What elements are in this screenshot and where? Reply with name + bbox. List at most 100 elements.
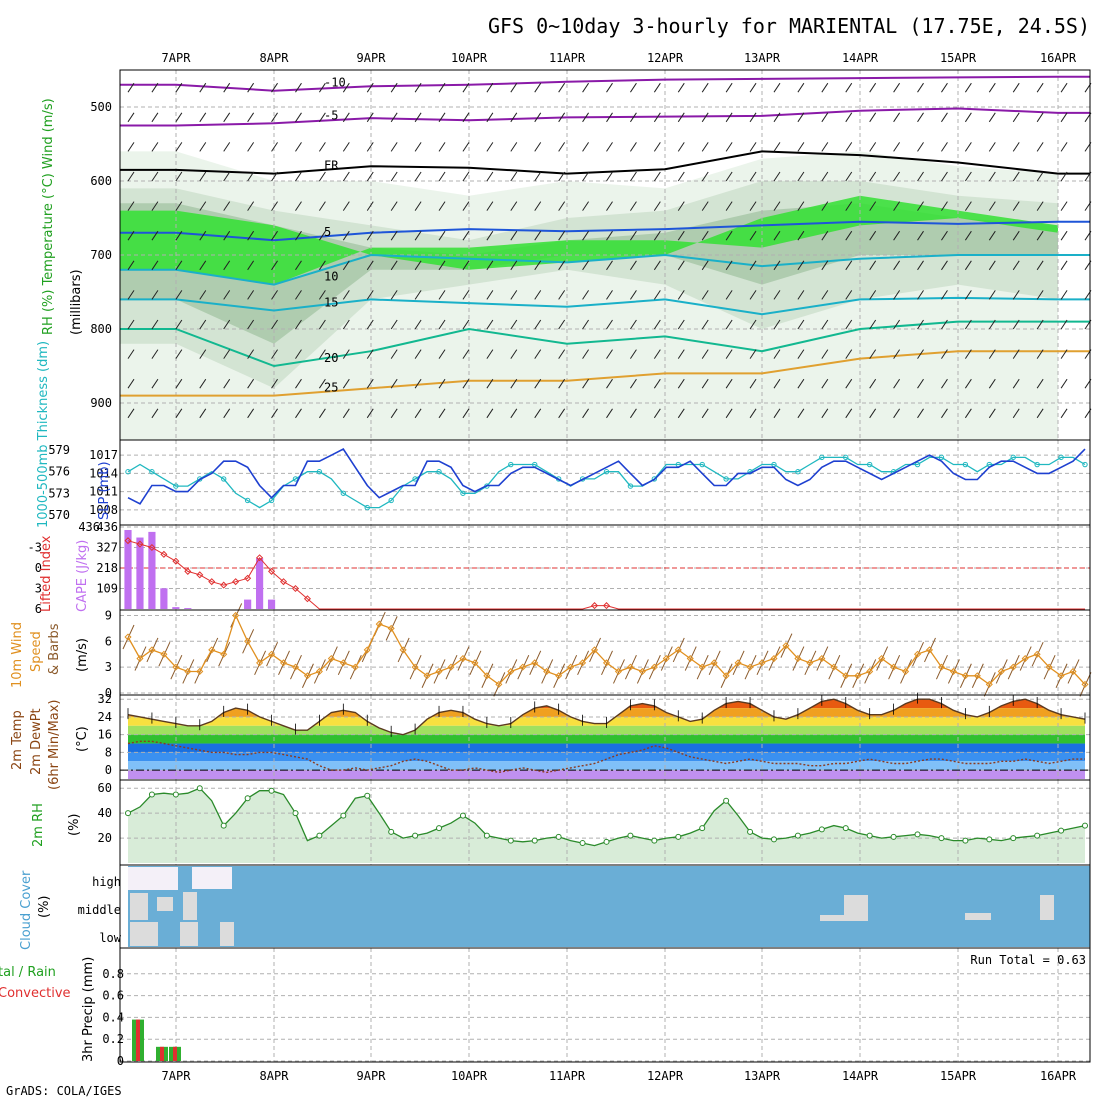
wind-barb <box>127 290 135 300</box>
precip-convective-bar <box>136 1019 140 1061</box>
rh-point <box>172 791 179 798</box>
wind-barb <box>151 201 159 211</box>
contour-label: 10 <box>324 270 338 284</box>
wind-barb <box>917 112 924 123</box>
rh-point <box>244 795 251 802</box>
wind-barb <box>1012 319 1020 330</box>
wind-speed-point <box>1045 663 1053 671</box>
wind-barb <box>845 349 853 359</box>
wind-barb <box>295 201 302 211</box>
wind-barb <box>1012 171 1020 182</box>
contour-label: 25 <box>324 381 338 395</box>
wind-barb <box>486 349 494 359</box>
wind-barb <box>151 378 159 389</box>
li-point <box>232 578 240 586</box>
wind-barb <box>558 171 566 182</box>
li-point <box>268 567 276 575</box>
wind-barb <box>223 260 231 271</box>
wind-barb <box>342 260 350 271</box>
wind-barb <box>247 349 255 359</box>
wind-barb <box>462 408 470 419</box>
wind-barb <box>414 201 422 211</box>
wind-barb <box>701 290 709 300</box>
cape-bar <box>184 608 192 609</box>
wind-barb <box>390 82 398 93</box>
slp-thickness-panel: 1008 1011 1014 1017 570 573 576 579 <box>48 440 1090 525</box>
cape-bar <box>136 537 144 609</box>
wind-barb <box>677 260 685 271</box>
wind-barb <box>725 378 733 389</box>
li-point <box>602 602 611 610</box>
wind-barb <box>964 142 972 152</box>
wind-barb <box>247 82 255 93</box>
wind-speed-point <box>567 663 575 671</box>
wind-speed-point <box>423 672 431 680</box>
wind-barb <box>534 112 542 123</box>
wind-barb <box>127 230 135 241</box>
wind-barb <box>701 319 709 330</box>
wind-barb <box>845 290 853 300</box>
thickness-point <box>340 490 347 496</box>
wind-barb <box>414 142 422 152</box>
wind-barb <box>964 349 972 359</box>
wind-barb <box>318 82 326 93</box>
thickness-point <box>1010 454 1016 461</box>
wind-barb <box>175 349 183 359</box>
wind-barb <box>677 290 685 300</box>
wind-barb <box>606 171 613 182</box>
wind-barb <box>247 290 255 300</box>
wind-barb <box>175 142 183 152</box>
wind-barb <box>893 82 901 93</box>
cape-bar <box>255 558 264 609</box>
date-label-top: 16APR <box>1040 51 1077 65</box>
wind-barb <box>677 142 685 152</box>
wind-barb <box>725 142 733 152</box>
wind-speed-point <box>878 654 886 663</box>
wind-barb <box>127 201 135 211</box>
wind-barb <box>749 82 757 93</box>
wind-barb <box>486 230 494 241</box>
wind-barb <box>366 82 374 93</box>
wind-barb <box>1036 349 1044 359</box>
wind-barb <box>1036 82 1044 93</box>
wind-barb <box>199 201 207 211</box>
wind-speed-point <box>459 654 467 663</box>
wind-barb <box>606 378 613 389</box>
wind-barb <box>725 260 733 271</box>
temp-ylabel-d: (°C) <box>75 726 90 752</box>
wind-barb <box>318 408 326 419</box>
wind-barb <box>390 142 398 152</box>
wind-barb <box>390 230 398 241</box>
slp-tick: 1011 <box>89 485 118 499</box>
wind-barb <box>486 319 494 330</box>
wind-barb <box>558 408 566 419</box>
wind-barb <box>175 201 183 211</box>
wind-tick: 9 <box>105 608 112 622</box>
wind-barb <box>295 319 302 330</box>
wind-barb <box>869 408 877 419</box>
wind-speed-point <box>1021 654 1029 663</box>
wind-barb <box>988 171 996 182</box>
wind-speed-point <box>985 680 993 688</box>
rh-point <box>914 831 921 838</box>
temp-tick: 24 <box>98 710 112 724</box>
wind-barb <box>1012 201 1020 211</box>
wind-barb <box>271 142 278 152</box>
wind-speed-point <box>363 646 371 654</box>
wind-barb <box>1036 408 1044 419</box>
wind-ylabel-a: 10m Wind <box>10 622 25 688</box>
wind-barb <box>845 171 853 182</box>
wind-speed-point <box>579 659 587 667</box>
temp-ylabel-a: 2m Temp <box>10 710 25 770</box>
date-label-top: 7APR <box>162 51 192 65</box>
wind-barb <box>127 349 135 359</box>
wind-speed-point <box>782 642 790 650</box>
wind-speed-point <box>136 654 144 663</box>
wind-barb <box>510 319 518 330</box>
wind-speed-point <box>315 667 323 675</box>
wind-barb <box>964 230 972 241</box>
wind-barb <box>127 378 135 389</box>
wind-barb <box>271 171 278 182</box>
cloud-ylabel-b: (%) <box>37 896 52 919</box>
wind-barb <box>462 201 470 211</box>
